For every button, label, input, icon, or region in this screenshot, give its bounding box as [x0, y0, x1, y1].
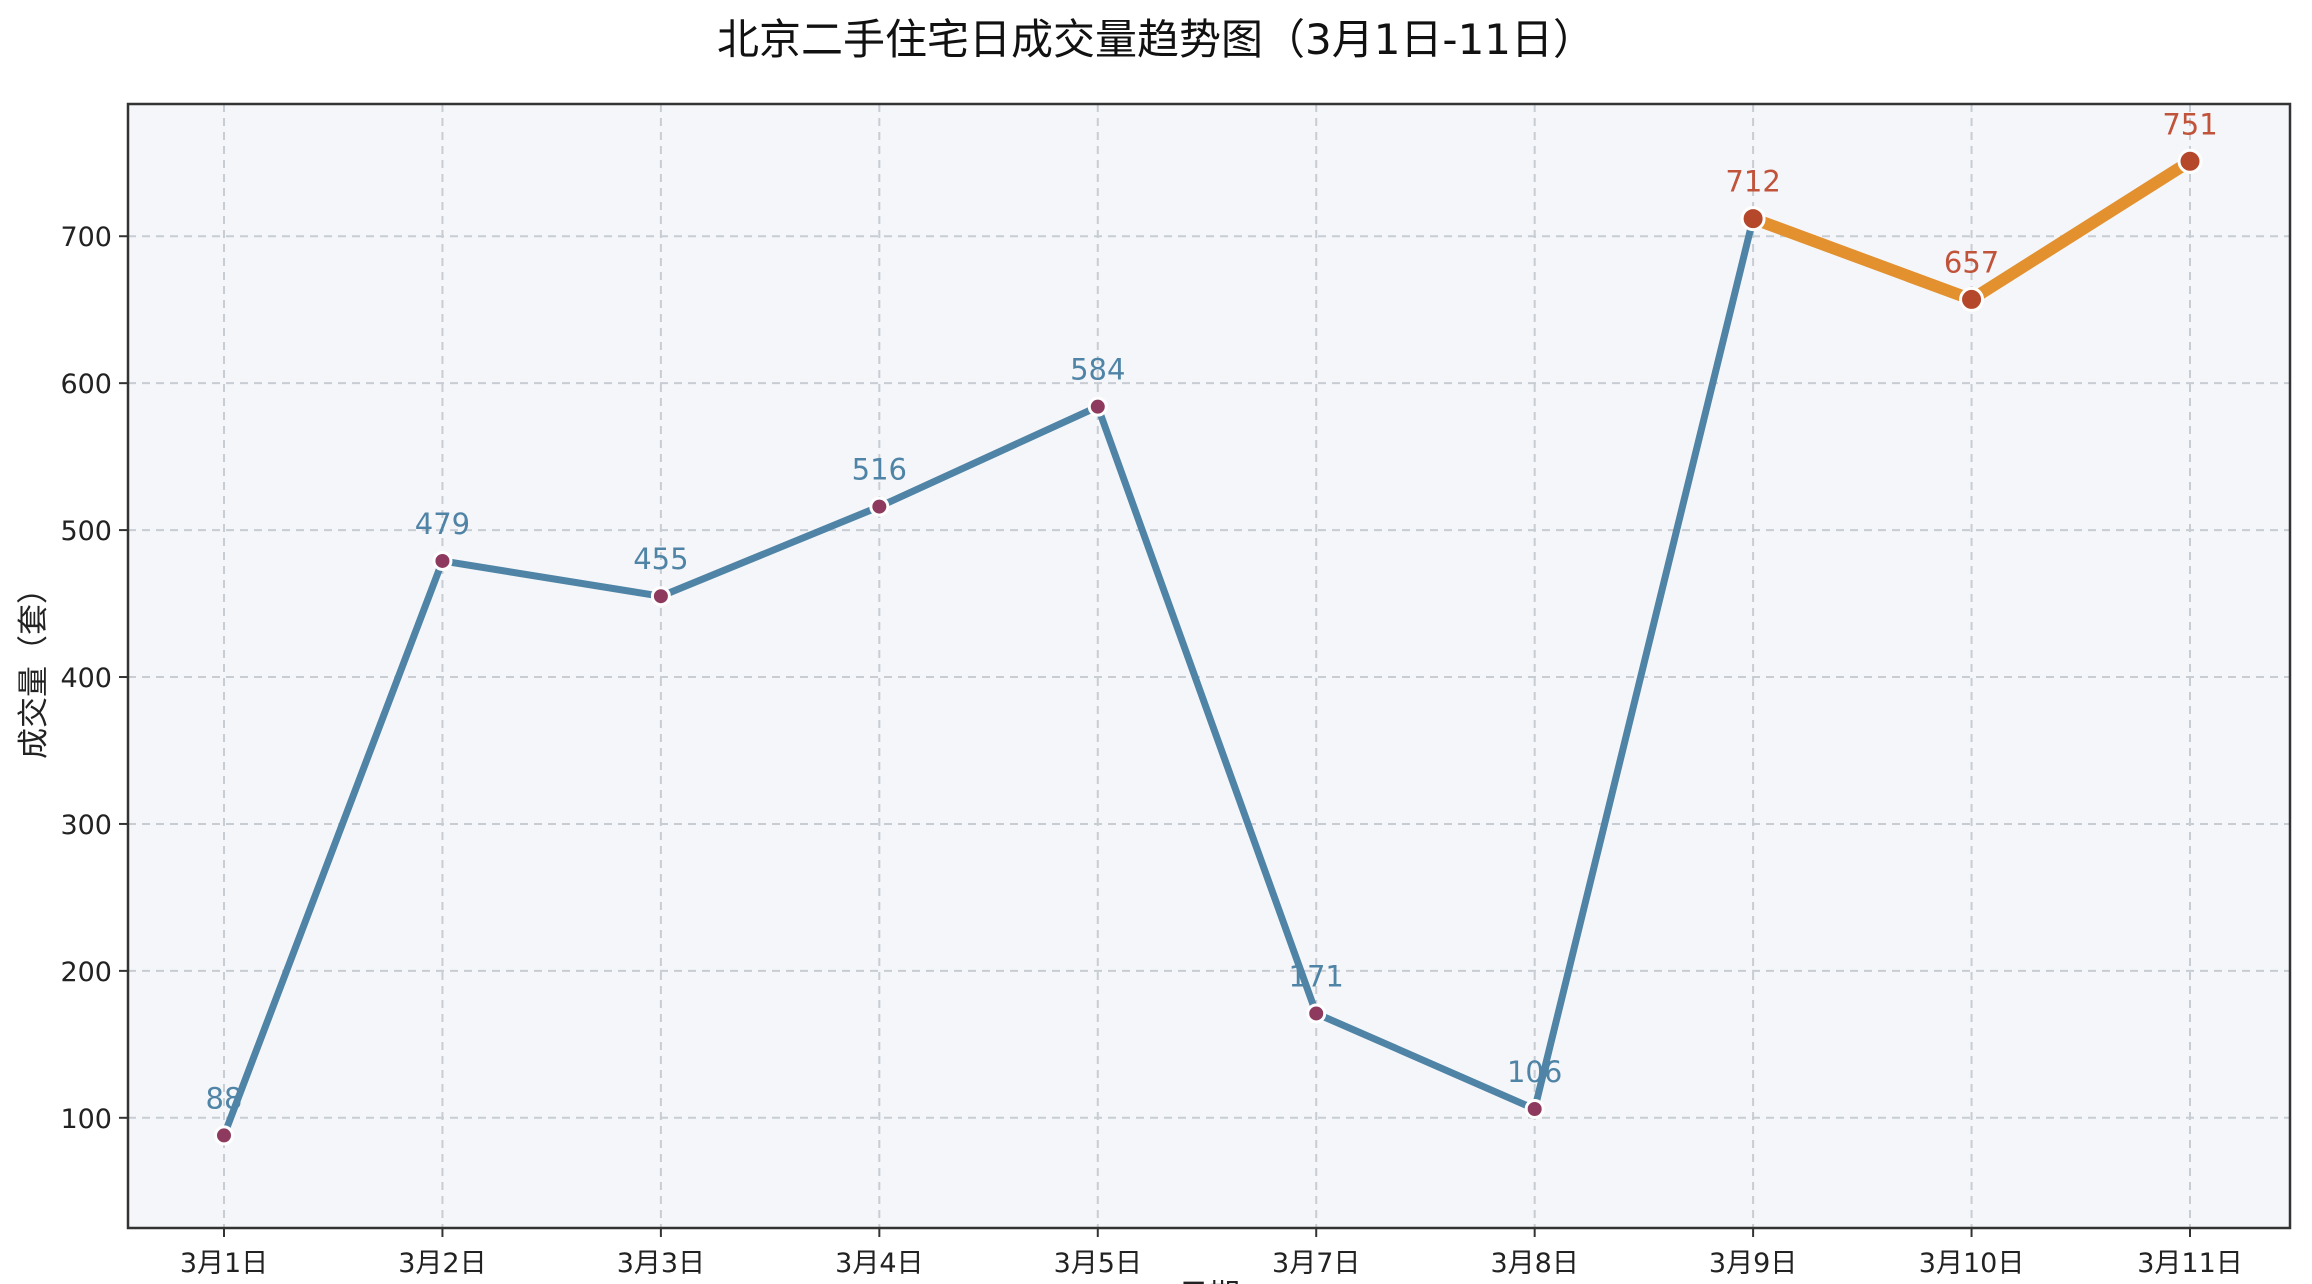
y-tick-label: 600: [60, 369, 112, 400]
x-tick-label: 3月7日: [1272, 1248, 1360, 1279]
chart-title: 北京二手住宅日成交量趋势图（3月1日-11日）: [716, 15, 1596, 64]
data-label: 106: [1507, 1055, 1562, 1089]
plot-frame: [126, 102, 2292, 1230]
data-point: [1087, 396, 1108, 417]
data-label: 657: [1944, 245, 1999, 279]
x-tick-label: 3月10日: [1919, 1248, 2025, 1279]
x-tick-label: 3月5日: [1054, 1248, 1142, 1279]
data-label: 584: [1070, 353, 1125, 387]
data-point-highlight: [1740, 206, 1766, 232]
x-tick-label: 3月2日: [398, 1248, 486, 1279]
x-tick-label: 3月3日: [617, 1248, 705, 1279]
data-point: [1306, 1003, 1327, 1024]
y-tick-label: 500: [60, 516, 112, 547]
series-line-main: [220, 215, 1757, 1139]
data-point-highlight: [1959, 286, 1985, 312]
x-tick-label: 3月4日: [835, 1248, 923, 1279]
data-label: 455: [633, 542, 688, 576]
data-point: [432, 550, 453, 571]
data-point: [1524, 1098, 1545, 1119]
data-label: 751: [2162, 107, 2217, 141]
data-label: 516: [852, 453, 907, 487]
data-label: 88: [206, 1081, 243, 1115]
y-axis-label: 成交量（套）: [16, 573, 52, 759]
data-label: 479: [415, 507, 470, 541]
x-tick-label: 3月9日: [1709, 1248, 1797, 1279]
data-point: [650, 586, 671, 607]
data-point: [214, 1125, 234, 1146]
y-tick-label: 200: [60, 957, 112, 988]
x-tick-label: 3月11日: [2137, 1248, 2243, 1279]
y-tick-label: 300: [60, 810, 112, 841]
x-tick-label: 3月8日: [1490, 1248, 1578, 1279]
x-axis-label: 日期: [1178, 1278, 1240, 1284]
x-tick-label: 3月1日: [180, 1248, 268, 1279]
data-label: 171: [1289, 959, 1344, 993]
y-tick-label: 100: [60, 1104, 112, 1135]
data-point: [869, 496, 890, 517]
plot-area: [128, 104, 2290, 1228]
data-label: 712: [1725, 165, 1780, 199]
y-tick-label: 700: [60, 222, 112, 253]
data-point-highlight: [2177, 148, 2203, 174]
y-tick-label: 400: [60, 663, 112, 694]
